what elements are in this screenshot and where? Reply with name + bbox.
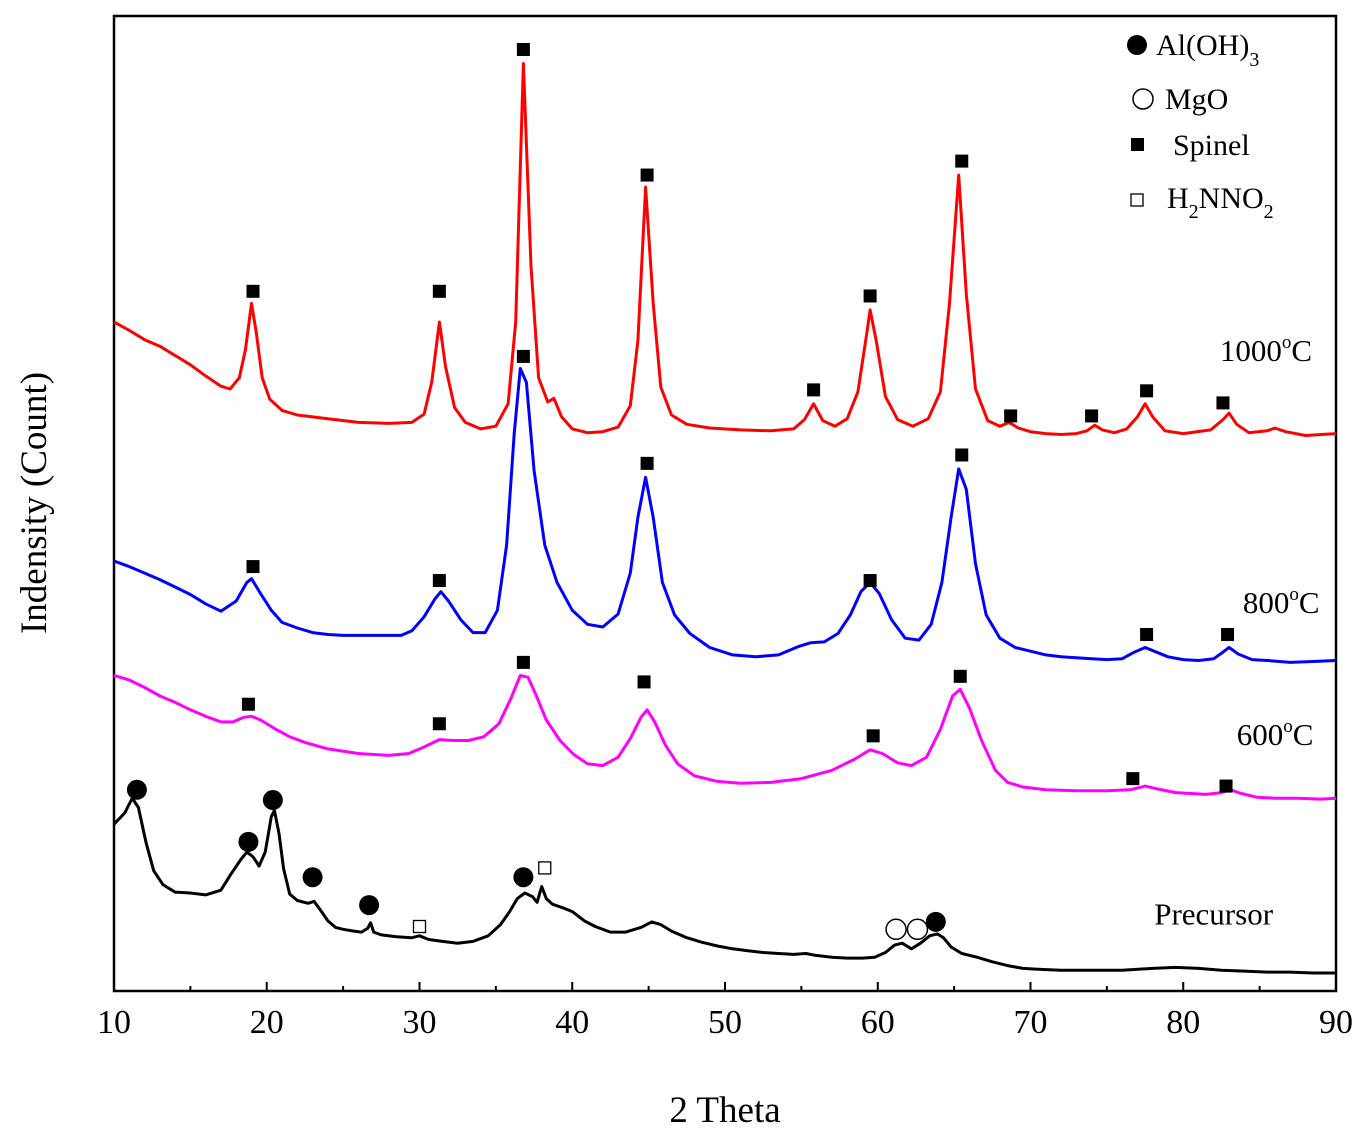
series-line-800	[113, 367, 1337, 664]
x-tick-label: 60	[861, 1004, 895, 1041]
spinel-marker	[1085, 409, 1099, 423]
spinel-marker	[1140, 384, 1154, 398]
x-tick-label: 20	[250, 1004, 284, 1041]
spinel-marker	[640, 168, 654, 182]
al-oh3-marker	[238, 831, 259, 852]
y-axis-title: Indensity (Count)	[14, 372, 55, 634]
spinel-marker	[246, 560, 260, 574]
legend: Al(OH)3 MgO Spinel H2NNO2	[1127, 29, 1274, 223]
spinel-marker	[640, 456, 654, 470]
series-label-group: 1000oC 800oC 600oC Precursor	[1154, 332, 1319, 932]
legend-spinel-label: Spinel	[1173, 129, 1250, 162]
plot-frame	[112, 14, 1338, 993]
spinel-marker	[516, 349, 530, 363]
x-axis-title: 2 Theta	[669, 1090, 780, 1131]
series-line-600	[113, 673, 1337, 801]
x-tick-label: 80	[1166, 1004, 1200, 1041]
spinel-marker	[1221, 627, 1235, 641]
spinel-marker	[1140, 627, 1154, 641]
al-oh3-marker	[513, 867, 534, 888]
legend-mgo-label: MgO	[1165, 83, 1228, 116]
spinel-marker	[1126, 772, 1140, 786]
spinel-marker	[1219, 779, 1233, 793]
legend-mgo-symbol	[1132, 88, 1154, 110]
mgo-marker	[906, 918, 929, 941]
spinel-marker	[863, 574, 877, 588]
x-tick-label: 30	[403, 1004, 437, 1041]
x-tick-label: 10	[97, 1004, 131, 1041]
spinel-marker	[637, 675, 651, 689]
spinel-marker	[432, 284, 446, 298]
h2nno2-marker	[538, 861, 552, 875]
series-label-precursor: Precursor	[1154, 897, 1273, 932]
series-label-600: 600oC	[1237, 716, 1314, 752]
series-label-1000: 1000oC	[1220, 332, 1312, 368]
spinel-marker	[432, 717, 446, 731]
al-oh3-marker	[126, 779, 147, 800]
series-group	[112, 62, 1337, 975]
series-label-800: 800oC	[1243, 584, 1320, 620]
mgo-marker	[885, 918, 907, 941]
al-oh3-marker	[925, 911, 946, 932]
x-tick-label: 50	[708, 1004, 742, 1041]
spinel-marker	[863, 289, 877, 303]
al-oh3-marker	[262, 790, 283, 811]
spinel-marker	[807, 383, 821, 397]
spinel-marker	[955, 448, 969, 462]
spinel-marker	[246, 284, 260, 298]
x-axis-ticks: 10 20 30 40 50 60 70 80 90	[97, 982, 1353, 1041]
series-line-1000	[113, 62, 1337, 437]
spinel-marker	[1004, 409, 1018, 423]
al-oh3-marker	[302, 867, 323, 888]
x-tick-label: 90	[1319, 1004, 1353, 1041]
x-tick-label: 70	[1014, 1004, 1048, 1041]
legend-spinel-symbol	[1131, 138, 1144, 151]
series-line-precursor	[112, 796, 1336, 975]
legend-al-oh3-symbol	[1127, 35, 1147, 55]
spinel-marker	[955, 154, 969, 168]
spinel-marker	[516, 43, 530, 57]
h2nno2-marker	[412, 919, 427, 934]
spinel-marker	[866, 729, 880, 743]
al-oh3-marker	[359, 895, 380, 916]
spinel-marker	[516, 655, 530, 669]
legend-al-oh3-label: Al(OH)3	[1156, 29, 1259, 71]
spinel-marker	[241, 697, 255, 711]
spinel-marker	[432, 574, 446, 588]
x-tick-label: 40	[555, 1004, 589, 1041]
spinel-marker	[953, 669, 967, 683]
marker-group	[126, 43, 1235, 941]
legend-h2nno2-symbol	[1130, 193, 1144, 207]
spinel-marker	[1216, 396, 1230, 410]
legend-h2nno2-label: H2NNO2	[1167, 182, 1274, 223]
